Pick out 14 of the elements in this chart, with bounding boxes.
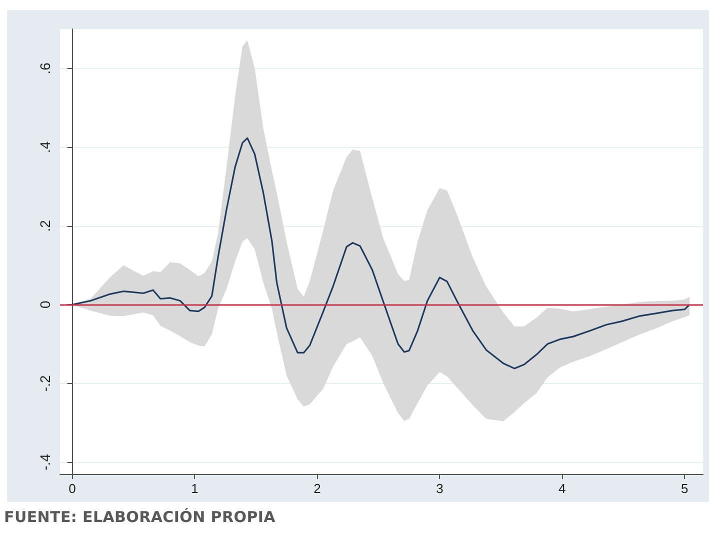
x-tick-label: 3 — [436, 481, 444, 496]
y-tick-label: -.2 — [37, 375, 53, 392]
x-tick-label: 5 — [681, 481, 688, 496]
y-tick-label: .2 — [37, 220, 53, 232]
line-series — [71, 137, 690, 370]
x-tick-label: 4 — [558, 481, 566, 496]
y-tick-label: .6 — [37, 62, 53, 74]
y-tick-label: 0 — [37, 300, 53, 309]
x-tick-label: 1 — [191, 481, 198, 496]
x-tick-label: 0 — [68, 481, 76, 496]
source-note: FUENTE: ELABORACIÓN PROPIA — [4, 508, 276, 526]
y-tick-label: .4 — [37, 141, 53, 153]
y-tick-label: -.4 — [37, 454, 53, 470]
x-tick-label: 2 — [314, 481, 321, 496]
